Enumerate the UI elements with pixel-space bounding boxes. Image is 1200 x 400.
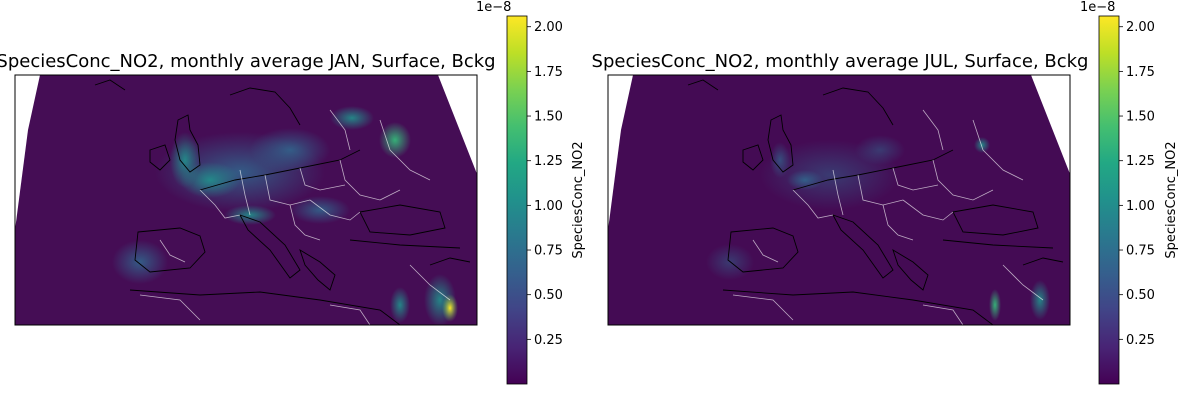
colorbar-offset-text-jan: 1e−8 [476, 0, 511, 15]
colorbar-tick-label: 1.75 [1126, 65, 1155, 80]
map-area-jul [607, 74, 1071, 326]
colorbar-label-jan: SpeciesConc_NO2 [571, 141, 586, 258]
colorbar-jul: 1e−8 0.25 0.50 0.75 1.00 1.25 1.50 1.75 2.00 Sp… [1080, 0, 1179, 385]
colorbar-gradient-jan [506, 15, 528, 385]
map-panel-jan: SpeciesConc_NO2, monthly average JAN, Su… [0, 0, 586, 385]
coastlines-jul [687, 79, 1064, 325]
panel-title-jul: SpeciesConc_NO2, monthly average JUL, Su… [592, 51, 1089, 72]
colorbar-tick-label: 1.75 [534, 65, 563, 80]
colorbar-ticks-jul: 0.25 0.50 0.75 1.00 1.25 1.50 1.75 2.00 [1119, 20, 1155, 348]
country-borders-jul [732, 109, 1044, 325]
map-frame-jul [607, 74, 1071, 326]
colorbar-ticks-jan: 0.25 0.50 0.75 1.00 1.25 1.50 1.75 2.00 [527, 20, 563, 348]
colorbar-tick-label: 0.75 [1126, 244, 1155, 259]
colorbar-tick-label: 1.00 [534, 199, 563, 214]
colorbar-tick-label: 1.25 [534, 154, 563, 169]
panel-title-jan: SpeciesConc_NO2, monthly average JAN, Su… [0, 51, 496, 72]
colorbar-tick-label: 2.00 [534, 20, 563, 35]
colorbar-gradient-jul [1098, 15, 1120, 385]
colorbar-label-jul: SpeciesConc_NO2 [1164, 141, 1179, 258]
coastlines-jan [94, 79, 471, 325]
map-frame-jan [14, 74, 478, 326]
colorbar-tick-label: 1.50 [534, 110, 563, 125]
colorbar-tick-label: 0.75 [534, 244, 563, 259]
colorbar-tick-label: 0.25 [1126, 333, 1155, 348]
colorbar-tick-label: 0.50 [1126, 288, 1155, 303]
colorbar-tick-label: 0.50 [534, 288, 563, 303]
colorbar-tick-label: 1.50 [1126, 110, 1155, 125]
country-borders-jan [139, 109, 451, 325]
colorbar-tick-label: 0.25 [534, 333, 563, 348]
colorbar-jan: 1e−8 0.25 0.50 0.75 1.00 1.25 1.50 1.75 2.00 Sp… [476, 0, 586, 385]
colorbar-offset-text-jul: 1e−8 [1080, 0, 1115, 15]
map-panel-jul: SpeciesConc_NO2, monthly average JUL, Su… [592, 0, 1179, 385]
colorbar-tick-label: 1.00 [1126, 199, 1155, 214]
colorbar-tick-label: 1.25 [1126, 154, 1155, 169]
colorbar-tick-label: 2.00 [1126, 20, 1155, 35]
map-area-jan [14, 74, 478, 326]
